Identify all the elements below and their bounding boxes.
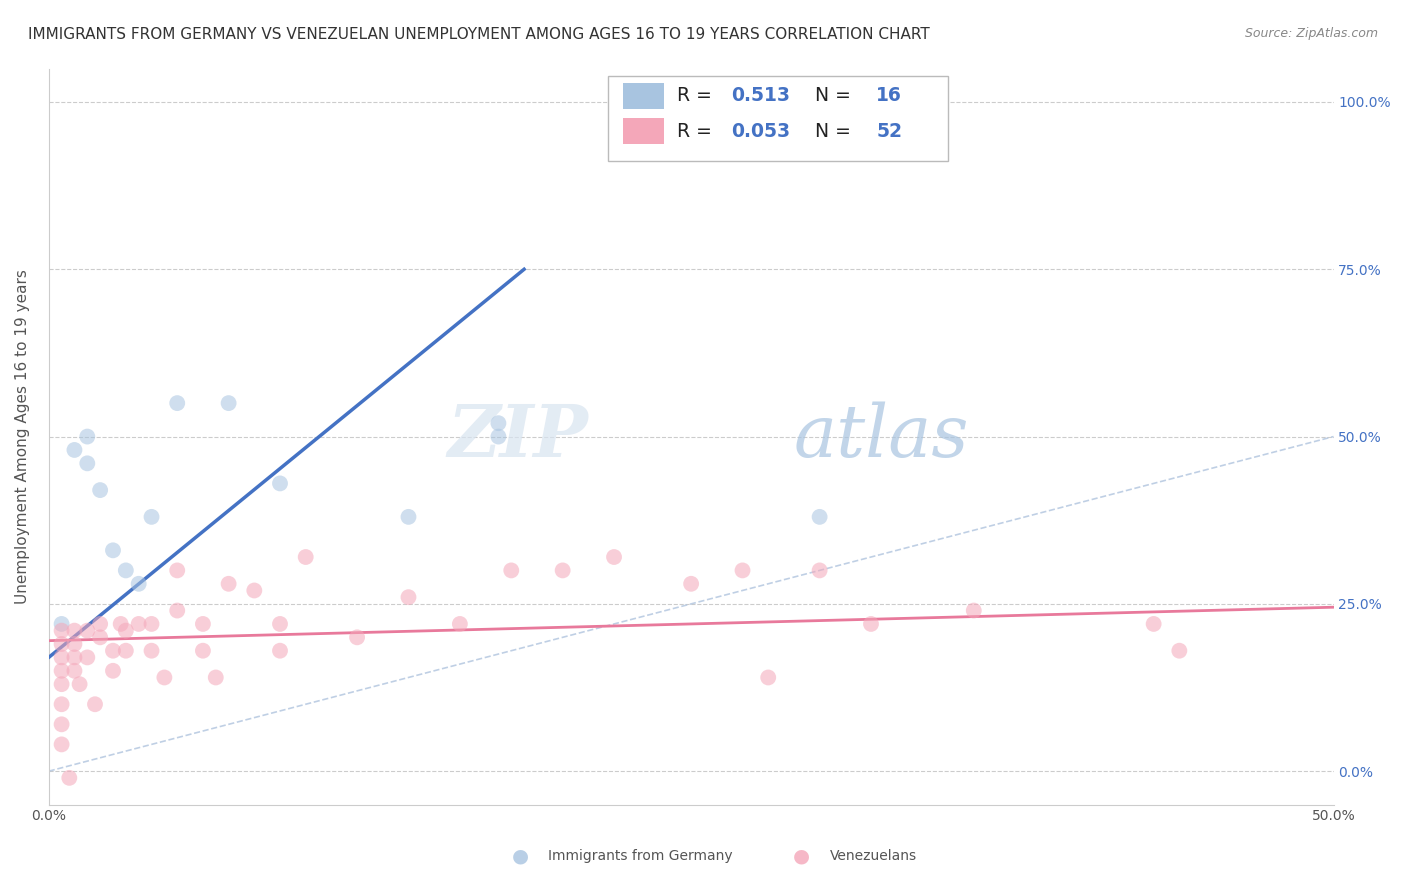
Text: IMMIGRANTS FROM GERMANY VS VENEZUELAN UNEMPLOYMENT AMONG AGES 16 TO 19 YEARS COR: IMMIGRANTS FROM GERMANY VS VENEZUELAN UN… [28,27,929,42]
Text: Venezuelans: Venezuelans [830,849,917,863]
Point [859,616,882,631]
Text: 0.053: 0.053 [731,121,790,141]
Point [269,643,291,657]
Point [166,603,188,617]
Text: 52: 52 [876,121,903,141]
Point [218,576,240,591]
Point [191,616,214,631]
Point [51,637,73,651]
Text: ZIP: ZIP [447,401,588,472]
Point [101,664,124,678]
Point [269,476,291,491]
Point [398,590,420,604]
Point [76,650,98,665]
Point [114,563,136,577]
Point [63,637,86,651]
Point [84,698,107,712]
Point [76,456,98,470]
FancyBboxPatch shape [607,76,948,161]
Point [89,630,111,644]
Point [681,576,703,591]
Point [1168,643,1191,657]
Text: N =: N = [803,121,856,141]
Text: R =: R = [678,121,718,141]
Point [69,677,91,691]
Point [128,616,150,631]
Point [51,624,73,638]
Point [398,509,420,524]
FancyBboxPatch shape [623,82,664,109]
Point [63,624,86,638]
Point [153,671,176,685]
Point [51,664,73,678]
Point [808,509,831,524]
Point [141,509,163,524]
Text: Immigrants from Germany: Immigrants from Germany [548,849,733,863]
Text: R =: R = [678,87,718,105]
Point [501,563,523,577]
Point [51,650,73,665]
Text: Source: ZipAtlas.com: Source: ZipAtlas.com [1244,27,1378,40]
Point [204,671,226,685]
Point [294,549,316,564]
Point [449,616,471,631]
Text: ●: ● [793,847,810,866]
Point [963,603,986,617]
Point [89,483,111,497]
Point [551,563,574,577]
Text: N =: N = [803,87,856,105]
Point [141,616,163,631]
Point [76,429,98,443]
Text: atlas: atlas [794,401,969,472]
Point [51,717,73,731]
Point [58,771,80,785]
Point [76,624,98,638]
Point [218,396,240,410]
Y-axis label: Unemployment Among Ages 16 to 19 years: Unemployment Among Ages 16 to 19 years [15,269,30,604]
Point [731,563,754,577]
Point [128,576,150,591]
Point [101,643,124,657]
Point [191,643,214,657]
Point [114,624,136,638]
Point [141,643,163,657]
Point [51,738,73,752]
Point [63,442,86,457]
Point [114,643,136,657]
Point [166,563,188,577]
Point [756,671,779,685]
Point [1143,616,1166,631]
Text: ●: ● [512,847,529,866]
Point [110,616,132,631]
Point [486,416,509,430]
Point [63,664,86,678]
Point [51,698,73,712]
Point [486,429,509,443]
Point [51,677,73,691]
Point [51,616,73,631]
FancyBboxPatch shape [623,118,664,145]
Point [346,630,368,644]
Point [166,396,188,410]
Point [269,616,291,631]
Point [808,563,831,577]
Point [63,650,86,665]
Point [101,543,124,558]
Point [603,549,626,564]
Point [89,616,111,631]
Text: 16: 16 [876,87,903,105]
Point [243,583,266,598]
Text: 0.513: 0.513 [731,87,790,105]
